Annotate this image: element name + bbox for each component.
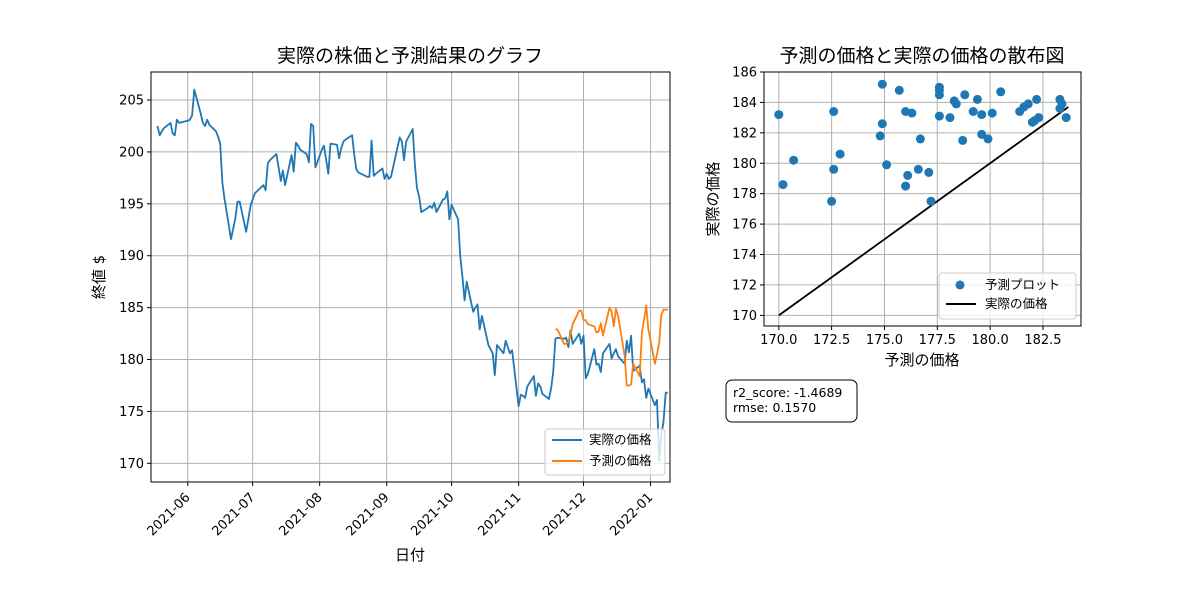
line-chart-xlabel: 日付 — [395, 546, 425, 564]
legend-marker-predicted-plot — [955, 280, 965, 290]
y-tick-label: 175 — [119, 405, 144, 420]
line-chart-frame — [150, 71, 671, 483]
scatter-point — [977, 110, 987, 120]
scatter-point — [1061, 113, 1071, 123]
metrics-rmse: rmse: 0.1570 — [733, 400, 816, 415]
x-tick-label: 2021-07 — [209, 490, 258, 539]
y-tick-label: 186 — [732, 66, 757, 81]
scatter-point — [996, 87, 1006, 97]
scatter-chart-xlabel: 予測の価格 — [884, 351, 959, 369]
scatter-chart-ticks: 170.0 172.5 175.0 177.5 180.0 182.5 170 172 174 1… — [732, 66, 1061, 349]
scatter-point — [877, 119, 887, 129]
y-tick-label: 176 — [732, 218, 757, 233]
scatter-point — [778, 180, 788, 190]
scatter-point — [924, 167, 934, 177]
y-tick-label: 195 — [119, 197, 144, 212]
x-tick-label: 2021-09 — [344, 490, 393, 539]
scatter-chart: 170.0 172.5 175.0 177.5 180.0 182.5 170 172 174 1… — [704, 45, 1082, 423]
scatter-point — [951, 99, 961, 109]
y-tick-label: 190 — [119, 249, 144, 264]
line-chart: 2021-06 2021-07 2021-08 2021-09 2021-10 2021-… — [90, 45, 671, 564]
x-tick-label: 175.0 — [866, 333, 903, 348]
y-tick-label: 205 — [119, 94, 144, 109]
series-line-predicted — [555, 304, 668, 387]
scatter-point — [875, 131, 885, 141]
y-tick-label: 180 — [119, 353, 144, 368]
scatter-chart-title: 予測の価格と実際の価格の散布図 — [779, 45, 1064, 67]
scatter-point — [907, 108, 917, 118]
scatter-point — [945, 113, 955, 123]
x-tick-label: 2021-08 — [276, 490, 325, 539]
scatter-point — [968, 107, 978, 116]
y-tick-label: 182 — [732, 126, 757, 141]
scatter-chart-ylabel: 実際の価格 — [704, 161, 722, 236]
x-tick-label: 172.5 — [813, 333, 850, 348]
scatter-point — [1023, 99, 1033, 109]
scatter-point — [835, 149, 845, 159]
y-tick-label: 170 — [119, 457, 144, 472]
x-tick-label: 182.5 — [1024, 333, 1061, 348]
legend-label-actual-line: 実際の価格 — [985, 296, 1048, 311]
x-tick-label: 2022-01 — [607, 490, 656, 539]
scatter-point — [903, 170, 913, 180]
y-tick-label: 180 — [732, 157, 757, 172]
line-chart-title: 実際の株価と予測結果のグラフ — [277, 45, 543, 67]
scatter-chart-series — [774, 79, 1071, 317]
legend-label-actual: 実際の価格 — [589, 432, 652, 447]
y-tick-label: 184 — [732, 96, 757, 111]
scatter-point — [1034, 113, 1044, 123]
legend-label-predicted-plot: 予測プロット — [985, 277, 1060, 292]
metrics-r2-score: r2_score: -1.4689 — [733, 385, 842, 400]
scatter-point — [983, 134, 993, 144]
metrics-box: r2_score: -1.4689 rmse: 0.1570 — [725, 379, 858, 423]
x-tick-label: 2021-12 — [540, 490, 589, 539]
scatter-point — [1057, 99, 1067, 109]
x-tick-label: 2021-06 — [145, 490, 194, 539]
scatter-point — [972, 94, 982, 104]
scatter-point — [958, 135, 968, 145]
y-tick-label: 172 — [732, 278, 757, 293]
line-chart-series — [156, 88, 668, 463]
scatter-chart-legend-box — [938, 272, 1077, 320]
scatter-point — [960, 90, 970, 100]
scatter-point — [977, 129, 987, 139]
x-tick-label: 180.0 — [972, 333, 1009, 348]
scatter-point — [894, 85, 904, 95]
scatter-point — [789, 155, 799, 165]
scatter-point — [926, 196, 936, 206]
scatter-point — [987, 108, 997, 118]
scatter-point — [829, 107, 839, 116]
line-chart-ylabel: 終値 $ — [90, 255, 108, 299]
y-tick-label: 178 — [732, 187, 757, 202]
scatter-point — [934, 82, 944, 92]
legend-label-predicted: 予測の価格 — [589, 453, 652, 468]
scatter-point — [827, 196, 837, 206]
scatter-chart-frame — [763, 71, 1082, 327]
scatter-point — [913, 164, 923, 174]
x-tick-label: 2021-11 — [475, 490, 524, 539]
y-tick-label: 170 — [732, 309, 757, 324]
x-tick-label: 170.0 — [760, 333, 797, 348]
scatter-point — [934, 111, 944, 121]
y-tick-label: 174 — [732, 248, 757, 263]
line-chart-legend: 実際の価格 予測の価格 — [544, 428, 666, 476]
scatter-point — [901, 181, 911, 191]
metrics-box-frame — [725, 379, 858, 423]
x-tick-label: 2021-10 — [408, 490, 457, 539]
scatter-point — [877, 79, 887, 89]
line-chart-grid — [151, 72, 670, 482]
x-tick-label: 177.5 — [919, 333, 956, 348]
scatter-chart-legend: 予測プロット 実際の価格 — [938, 272, 1077, 320]
scatter-point — [1032, 94, 1042, 104]
scatter-point — [829, 164, 839, 174]
scatter-point — [882, 160, 892, 170]
y-tick-label: 185 — [119, 301, 144, 316]
scatter-point — [915, 134, 925, 144]
actual-price-line — [778, 106, 1069, 317]
scatter-point — [774, 110, 784, 120]
y-tick-label: 200 — [119, 145, 144, 160]
series-line-actual — [156, 88, 668, 463]
